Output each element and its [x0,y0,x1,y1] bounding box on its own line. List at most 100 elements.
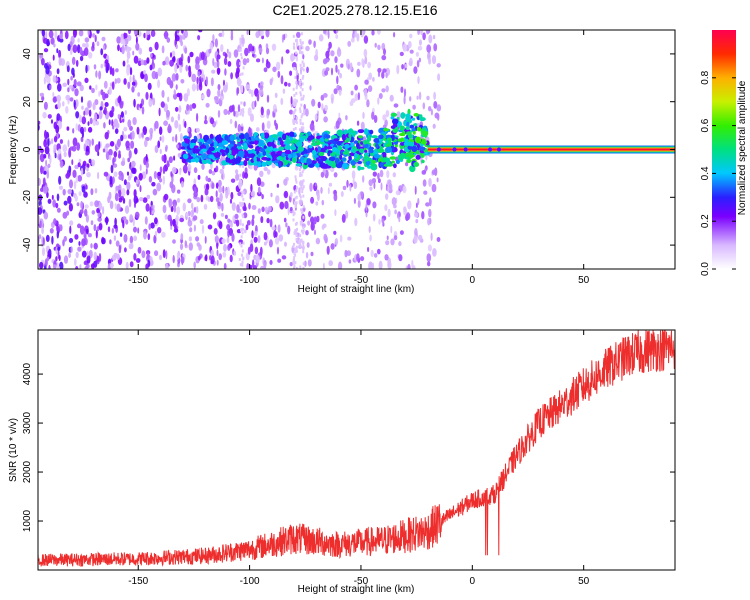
noise-speckle [428,30,431,34]
y-tick-label: 1000 [22,509,33,532]
coherent-band-cell [418,146,426,151]
noise-speckle [88,52,93,59]
noise-speckle [125,261,129,269]
noise-speckle [155,71,159,80]
noise-speckle [229,118,233,125]
noise-speckle [432,34,436,40]
noise-speckle [382,114,387,121]
noise-speckle [150,222,155,229]
noise-speckle [253,230,258,236]
noise-speckle [76,202,80,207]
noise-speckle [84,266,89,269]
noise-speckle [95,70,98,78]
noise-speckle [336,47,342,57]
noise-speckle [305,108,309,117]
noise-streak [302,229,305,233]
noise-speckle [248,88,252,95]
noise-speckle [337,69,340,75]
noise-streak [301,113,304,116]
noise-speckle [302,53,305,60]
noise-speckle [143,157,147,166]
noise-streak [239,219,242,223]
coherent-band-cell [399,152,406,159]
noise-speckle [187,55,191,64]
noise-speckle [374,42,377,48]
coherent-band-cell [286,138,291,145]
noise-speckle [310,196,315,204]
coherent-band-cell [375,143,379,149]
noise-speckle [111,106,115,113]
noise-speckle [428,197,432,207]
noise-speckle [79,225,85,235]
noise-streak [295,121,298,125]
noise-streak [241,113,244,117]
noise-speckle [274,92,278,99]
noise-speckle [339,72,342,79]
noise-speckle [188,69,192,78]
noise-speckle [360,121,365,131]
noise-speckle [315,237,321,245]
noise-streak [239,185,242,189]
noise-speckle [285,222,288,228]
noise-speckle [335,30,339,34]
noise-speckle [163,120,169,126]
noise-speckle [83,143,87,152]
noise-speckle [363,35,369,44]
noise-speckle [427,217,431,226]
noise-speckle [172,255,175,264]
noise-speckle [56,265,61,269]
noise-speckle [81,185,86,193]
noise-streak [292,128,295,132]
noise-speckle [84,208,88,217]
noise-speckle [108,148,113,156]
noise-speckle [211,69,216,74]
noise-speckle [380,182,383,191]
noise-streak [299,265,302,269]
noise-speckle [195,187,199,194]
noise-speckle [139,185,142,193]
noise-streak [299,80,302,83]
noise-speckle [196,112,199,122]
noise-speckle [65,106,69,114]
noise-speckle [129,261,134,268]
noise-speckle [385,193,389,201]
noise-speckle [114,217,117,227]
noise-speckle [112,157,115,166]
noise-speckle [128,150,132,159]
noise-speckle [350,90,354,96]
noise-streak [293,252,296,255]
noise-speckle [263,67,268,73]
noise-speckle [196,82,199,91]
noise-speckle [274,231,278,238]
noise-speckle [74,195,79,202]
noise-speckle [84,77,89,84]
noise-speckle [134,211,140,219]
coherent-band-cell [247,152,254,158]
noise-speckle [213,96,219,101]
noise-speckle [219,93,225,101]
noise-speckle [78,191,82,196]
noise-speckle [175,84,178,90]
noise-speckle [339,234,343,243]
noise-speckle [122,216,127,221]
noise-speckle [257,186,261,194]
noise-speckle [56,225,59,232]
noise-streak [241,43,244,47]
x-tick-label: 50 [578,576,590,587]
noise-speckle [121,187,126,197]
noise-speckle [270,192,273,198]
noise-speckle [193,167,198,174]
noise-speckle [334,238,339,246]
noise-speckle [94,144,100,153]
colorbar-label: Normalized spectral amplitude [737,80,748,215]
noise-speckle [163,30,169,40]
coherent-band-cell [181,158,187,164]
coherent-band-cell [266,141,273,147]
noise-speckle [246,30,249,35]
noise-speckle [377,248,381,255]
noise-streak [295,86,298,90]
coherent-band-cell [341,133,346,141]
noise-speckle [180,40,184,47]
noise-speckle [354,30,357,38]
noise-speckle [39,53,44,59]
